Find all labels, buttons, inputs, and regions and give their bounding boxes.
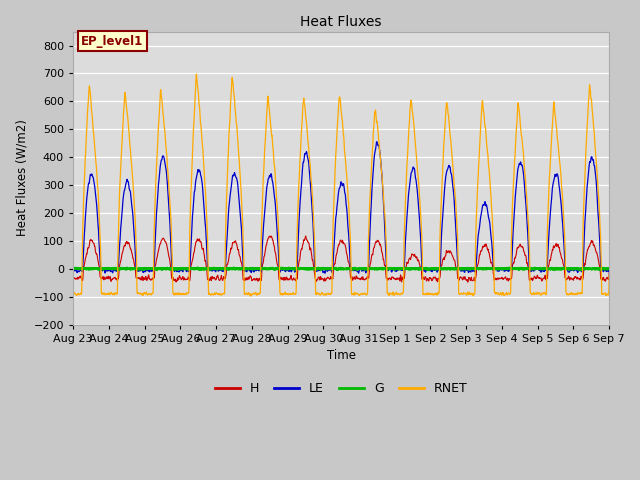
RNET: [497, 290, 505, 296]
LE: [356, 266, 364, 272]
G: [497, 266, 505, 272]
RNET: [369, 146, 376, 152]
RNET: [193, 71, 200, 77]
H: [69, 278, 77, 284]
Title: Heat Fluxes: Heat Fluxes: [300, 15, 382, 29]
LE: [219, 268, 227, 274]
RNET: [357, 291, 365, 297]
H: [464, 279, 472, 285]
G: [596, 267, 604, 273]
H: [302, 233, 310, 239]
RNET: [559, 190, 566, 196]
RNET: [605, 273, 613, 278]
LE: [369, 181, 376, 187]
LE: [497, 265, 505, 271]
LE: [605, 267, 613, 273]
H: [497, 276, 505, 281]
H: [219, 277, 227, 283]
LE: [559, 216, 566, 222]
H: [573, 275, 581, 280]
Legend: H, LE, G, RNET: H, LE, G, RNET: [210, 377, 472, 400]
LE: [69, 268, 77, 274]
X-axis label: Time: Time: [326, 349, 356, 362]
Line: LE: LE: [73, 142, 609, 273]
Line: H: H: [73, 236, 609, 282]
G: [605, 266, 613, 272]
Line: G: G: [73, 268, 609, 270]
RNET: [219, 291, 227, 297]
G: [230, 265, 237, 271]
RNET: [573, 291, 581, 297]
LE: [321, 270, 329, 276]
H: [605, 270, 613, 276]
G: [219, 265, 227, 271]
H: [356, 277, 364, 283]
Text: EP_level1: EP_level1: [81, 35, 143, 48]
G: [369, 266, 376, 272]
RNET: [69, 290, 77, 296]
G: [356, 266, 364, 272]
H: [369, 252, 376, 257]
Line: RNET: RNET: [73, 74, 609, 296]
Y-axis label: Heat Fluxes (W/m2): Heat Fluxes (W/m2): [15, 120, 28, 237]
LE: [373, 139, 381, 144]
G: [573, 266, 580, 272]
LE: [573, 266, 581, 272]
G: [69, 266, 77, 272]
G: [558, 265, 566, 271]
H: [559, 256, 566, 262]
RNET: [246, 293, 254, 299]
